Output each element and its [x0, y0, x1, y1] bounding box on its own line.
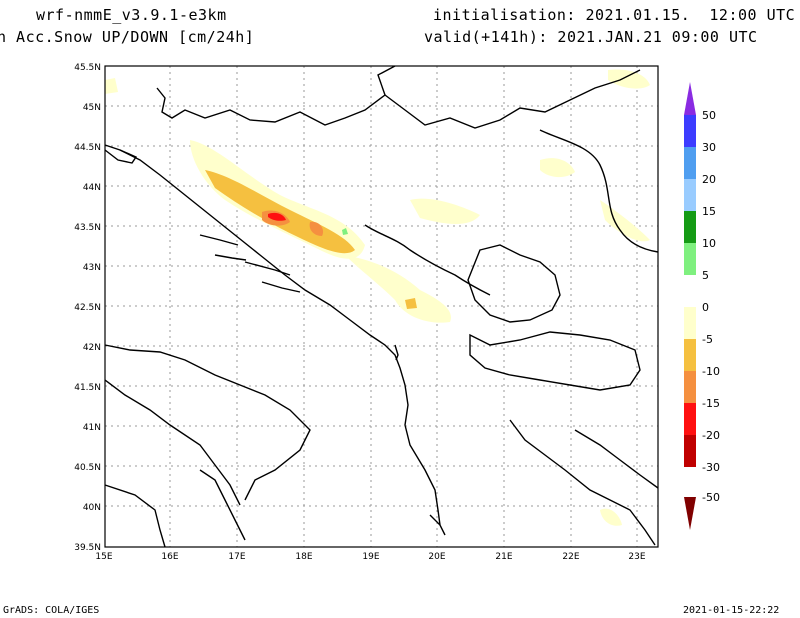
- latitude-ticks: 45.5N 45N 44.5N 44N 43.5N 43N 42.5N 42N …: [74, 63, 101, 553]
- lat-tick: 43N: [83, 263, 101, 273]
- colorbar-label: 5: [702, 269, 709, 282]
- lat-tick: 42N: [83, 343, 101, 353]
- grads-credit: GrADS: COLA/IGES: [3, 605, 100, 616]
- colorbar-labels: 50 30 20 15 10 5 0 -5 -10 -15 -20 -30 -5…: [702, 109, 720, 504]
- colorbar-label: 20: [702, 173, 716, 186]
- map-frame: [104, 65, 659, 548]
- lon-tick: 16E: [161, 552, 178, 562]
- colorbar-label: -50: [702, 491, 720, 504]
- valid-time: valid(+141h): 2021.JAN.21 09:00 UTC: [424, 28, 758, 46]
- lat-tick: 44N: [83, 183, 101, 193]
- render-timestamp: 2021-01-15-22:22: [683, 605, 780, 616]
- colorbar-label: 0: [702, 301, 709, 314]
- colorbar-box: [684, 243, 696, 275]
- lat-tick: 39.5N: [74, 543, 101, 553]
- colorbar-box: [684, 275, 696, 307]
- lat-tick: 41N: [83, 423, 101, 433]
- lon-tick: 17E: [228, 552, 245, 562]
- colorbar-bottom-arrow: [684, 497, 696, 530]
- colorbar-boxes: [684, 115, 696, 467]
- lon-tick: 20E: [428, 552, 445, 562]
- lon-tick: 23E: [628, 552, 645, 562]
- colorbar-label: -20: [702, 429, 720, 442]
- colorbar-box: [684, 403, 696, 435]
- colorbar-label: -10: [702, 365, 720, 378]
- colorbar-box: [684, 371, 696, 403]
- initialisation-time: initialisation: 2021.01.15. 12:00 UTC: [433, 6, 796, 24]
- lon-tick: 21E: [495, 552, 512, 562]
- colorbar-label: 30: [702, 141, 716, 154]
- coastlines-borders: [104, 65, 659, 548]
- lat-tick: 43.5N: [74, 223, 101, 233]
- lat-tick: 40N: [83, 503, 101, 513]
- colorbar-label: -15: [702, 397, 720, 410]
- colorbar-box: [684, 179, 696, 211]
- lon-tick: 15E: [95, 552, 112, 562]
- colorbar-label: 15: [702, 205, 716, 218]
- snow-field: [105, 69, 650, 526]
- lat-tick: 40.5N: [74, 463, 101, 473]
- lat-tick: 45.5N: [74, 63, 101, 73]
- colorbar-box: [684, 339, 696, 371]
- lon-tick: 18E: [295, 552, 312, 562]
- parameter-title: h Acc.Snow UP/DOWN [cm/24h]: [0, 28, 255, 46]
- colorbar-label: -5: [702, 333, 713, 346]
- colorbar-box: [684, 211, 696, 243]
- colorbar-box: [684, 115, 696, 147]
- colorbar-label: 50: [702, 109, 716, 122]
- colorbar-box: [684, 435, 696, 467]
- colorbar-box: [684, 147, 696, 179]
- colorbar-label: 10: [702, 237, 716, 250]
- lat-tick: 41.5N: [74, 383, 101, 393]
- lat-tick: 42.5N: [74, 303, 101, 313]
- colorbar: 50 30 20 15 10 5 0 -5 -10 -15 -20 -30 -5…: [684, 82, 720, 530]
- lat-tick: 44.5N: [74, 143, 101, 153]
- longitude-ticks: 15E 16E 17E 18E 19E 20E 21E 22E 23E: [95, 552, 645, 562]
- lon-tick: 19E: [362, 552, 379, 562]
- lat-tick: 45N: [83, 103, 101, 113]
- colorbar-top-arrow: [684, 82, 696, 115]
- colorbar-box: [684, 307, 696, 339]
- model-title: wrf-nmmE_v3.9.1-e3km: [36, 6, 227, 24]
- map-panel: [104, 65, 659, 548]
- lon-tick: 22E: [562, 552, 579, 562]
- colorbar-label: -30: [702, 461, 720, 474]
